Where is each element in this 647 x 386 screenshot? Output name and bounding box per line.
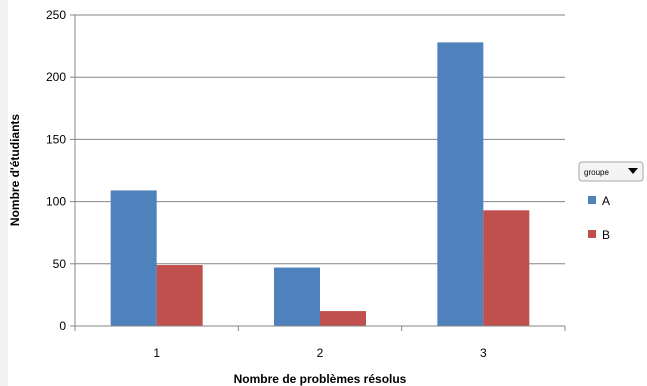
x-tick-label: 3 [480, 346, 487, 360]
legend-label-B: B [602, 228, 610, 242]
legend-label-A: A [602, 194, 610, 208]
y-tick-label: 150 [46, 132, 66, 146]
x-axis-title: Nombre de problèmes résolus [234, 372, 407, 386]
legend-filter-box[interactable] [578, 161, 644, 182]
legend-header-label: groupe [584, 168, 609, 177]
legend-swatch-B [588, 230, 596, 238]
bar-A-2 [274, 267, 320, 326]
y-tick-label: 50 [53, 257, 67, 271]
dropdown-triangle-icon [628, 168, 638, 174]
y-tick-label: 200 [46, 70, 66, 84]
bar-B-1 [156, 265, 203, 326]
legend-swatch-A [588, 196, 596, 204]
y-axis-title: Nombre d'étudiants [8, 114, 22, 227]
bar-A-1 [110, 190, 157, 326]
legend-items: AB [588, 194, 610, 242]
legend: groupe AB [578, 161, 644, 242]
bar-B-2 [320, 311, 366, 326]
axes [74, 15, 566, 331]
x-tick-label: 1 [153, 346, 160, 360]
y-tick-label: 0 [59, 319, 66, 333]
tick-labels: 0 50 100 150 200 250 1 2 3 [46, 8, 487, 360]
bars [110, 42, 530, 326]
bar-B-3 [483, 210, 530, 326]
x-tick-label: 2 [317, 346, 324, 360]
bar-A-3 [437, 42, 484, 326]
y-tick-label: 100 [46, 195, 66, 209]
legend-filter-button[interactable]: groupe [578, 161, 644, 182]
y-tick-label: 250 [46, 8, 66, 22]
